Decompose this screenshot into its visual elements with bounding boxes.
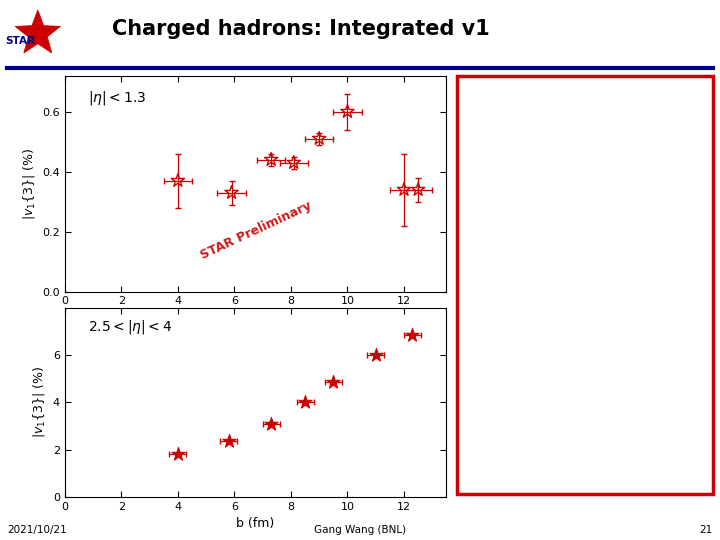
Point (223, 437, 235, 445)
Point (226, 188, 238, 197)
Text: Gang Wang (BNL): Gang Wang (BNL) (314, 524, 406, 535)
Point (172, 450, 184, 458)
Point (328, 378, 339, 387)
Text: STAR Preliminary: STAR Preliminary (198, 199, 313, 262)
Text: • v1 is integrated over
0.15 GeV < pt < 2 GeV.: • v1 is integrated over 0.15 GeV < pt < … (468, 86, 616, 117)
Y-axis label: $|v_1\{3\}|$ (%): $|v_1\{3\}|$ (%) (31, 366, 48, 438)
Text: 21: 21 (700, 524, 713, 535)
Point (266, 419, 277, 428)
Text: STAR: STAR (5, 36, 35, 45)
Text: 2021/10/21: 2021/10/21 (7, 524, 67, 535)
Text: • v1 in the more forward
pseudorapidity region varies
more strongly with central: • v1 in the more forward pseudorapidity … (468, 281, 649, 362)
Point (398, 185, 410, 194)
Point (413, 185, 424, 194)
Polygon shape (15, 10, 60, 53)
Point (370, 351, 382, 360)
X-axis label: b (fm): b (fm) (236, 309, 275, 322)
Point (342, 107, 354, 116)
Text: • The magnitude of v1
decreases with centrality.: • The magnitude of v1 decreases with cen… (468, 173, 629, 203)
Point (288, 158, 300, 167)
Text: $|\eta|<1.3$: $|\eta|<1.3$ (88, 89, 145, 107)
Point (266, 156, 277, 164)
Point (172, 176, 184, 185)
Y-axis label: $|v_1\{3\}|$ (%): $|v_1\{3\}|$ (%) (21, 147, 37, 220)
Point (407, 330, 418, 339)
Point (313, 134, 325, 143)
Text: Charged hadrons: Integrated v1: Charged hadrons: Integrated v1 (112, 19, 490, 39)
Point (300, 398, 311, 407)
X-axis label: b (fm): b (fm) (236, 517, 275, 530)
Text: $2.5<|\eta|<4$: $2.5<|\eta|<4$ (88, 318, 172, 336)
